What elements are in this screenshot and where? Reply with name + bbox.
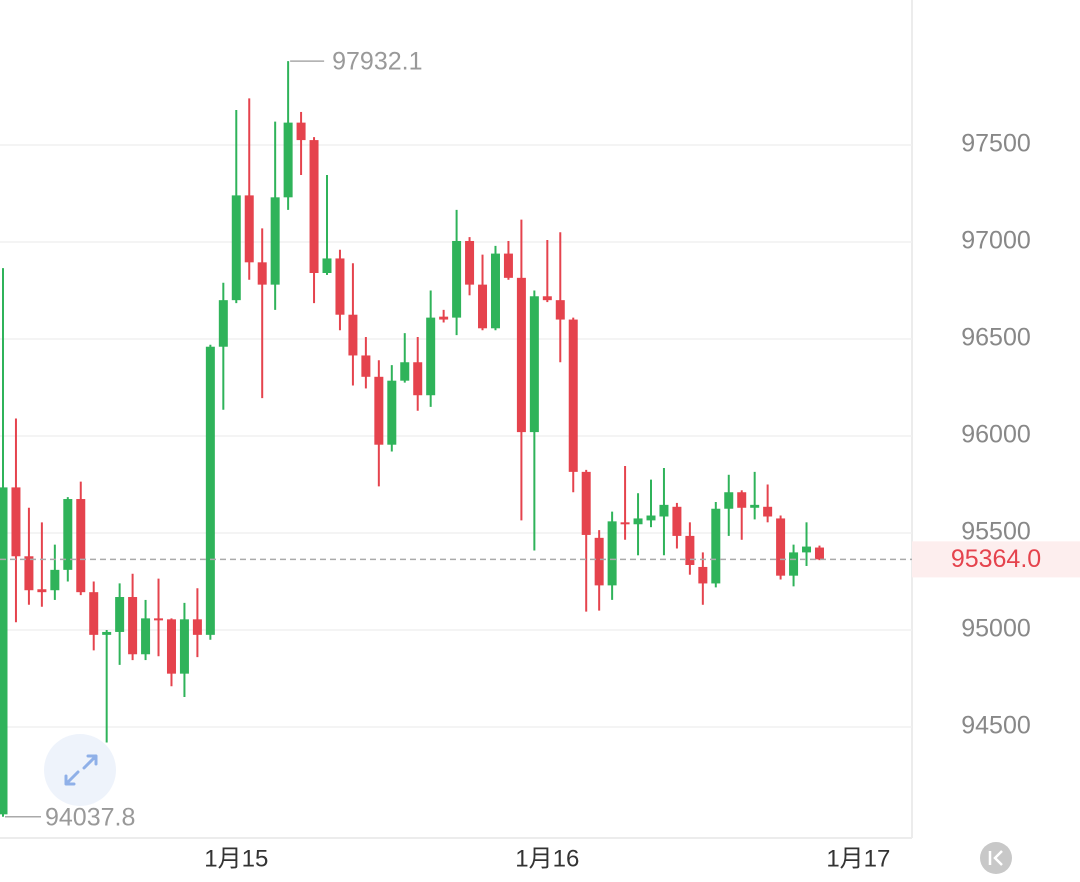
candle-body [283, 122, 293, 198]
candle-body [685, 535, 695, 566]
candle-body [141, 618, 151, 655]
candle-body [128, 597, 138, 655]
candle-body [789, 552, 799, 576]
expand-circle[interactable] [44, 734, 116, 806]
candle-body [361, 355, 371, 377]
candle-body [24, 556, 34, 591]
y-tick-label: 95500 [961, 518, 1031, 546]
candle-body [374, 376, 384, 445]
candle-body [776, 518, 786, 576]
candle-body [76, 499, 86, 593]
candle-body [11, 487, 21, 557]
last-price-box [912, 541, 1080, 578]
candle-body [672, 506, 682, 536]
candle-body [413, 362, 423, 396]
candle-body [607, 521, 617, 586]
min-label: 94037.8 [45, 803, 135, 831]
expand-button[interactable] [44, 734, 116, 806]
candle-body [218, 300, 228, 347]
candle-body [452, 240, 462, 318]
candle-body [179, 619, 189, 674]
candle-body [711, 508, 721, 584]
candle-body [646, 515, 656, 521]
scroll-icon [988, 850, 1003, 866]
candle-body [490, 253, 500, 329]
candle-body [724, 492, 734, 509]
candle-body [166, 619, 176, 674]
y-tick-label: 95000 [961, 615, 1031, 643]
y-tick-label: 96000 [961, 421, 1031, 449]
y-tick-label: 97000 [961, 227, 1031, 255]
candle-body [231, 195, 241, 301]
max-label: 97932.1 [332, 48, 422, 76]
candle-body [426, 317, 436, 396]
y-tick-label: 97500 [961, 130, 1031, 158]
candle-body [594, 537, 604, 586]
candle-body [555, 300, 565, 320]
candle-body [0, 487, 8, 815]
x-tick-label: 1月16 [515, 845, 579, 872]
scroll-latest-button[interactable] [980, 842, 1012, 874]
y-tick-label: 96500 [961, 324, 1031, 352]
candle-body [50, 569, 60, 591]
candle-body [516, 277, 526, 433]
candle-body [115, 597, 125, 632]
candle-body [478, 284, 488, 329]
candle-body [465, 240, 475, 285]
candle-body [387, 380, 397, 445]
candle-body [270, 197, 280, 285]
candle-body [89, 592, 99, 635]
candle-body [296, 122, 306, 141]
candle-body [737, 492, 747, 508]
candle-body [529, 296, 539, 433]
candle-body [205, 346, 215, 635]
candle-body [244, 195, 254, 263]
candle-body [633, 518, 643, 525]
y-tick-label: 94500 [961, 712, 1031, 740]
candle-body [37, 589, 47, 593]
candle-body [322, 258, 332, 273]
candle-body [102, 631, 112, 635]
candle-body [750, 504, 760, 508]
candle-body [581, 471, 591, 535]
candle-body [503, 253, 513, 278]
candle-body [348, 314, 358, 356]
candle-body [763, 506, 773, 517]
candle-body [400, 362, 410, 381]
candle-body [568, 319, 578, 472]
candle-body [814, 547, 824, 560]
candle-body [257, 262, 267, 285]
candle-body [154, 618, 164, 621]
candle-body [439, 316, 449, 320]
candle-body [802, 546, 812, 553]
x-tick-label: 1月17 [826, 845, 890, 872]
x-tick-label: 1月15 [204, 845, 268, 872]
candle-body [309, 140, 319, 273]
candle-body [192, 619, 202, 635]
candle-body [698, 566, 708, 584]
candle-body [63, 499, 73, 570]
candle-body [659, 504, 669, 517]
candle-body [620, 522, 630, 525]
candle-body [335, 258, 345, 315]
candle-body [542, 296, 552, 301]
expand-icon [64, 754, 98, 786]
last-price-label: 95364.0 [951, 545, 1041, 573]
